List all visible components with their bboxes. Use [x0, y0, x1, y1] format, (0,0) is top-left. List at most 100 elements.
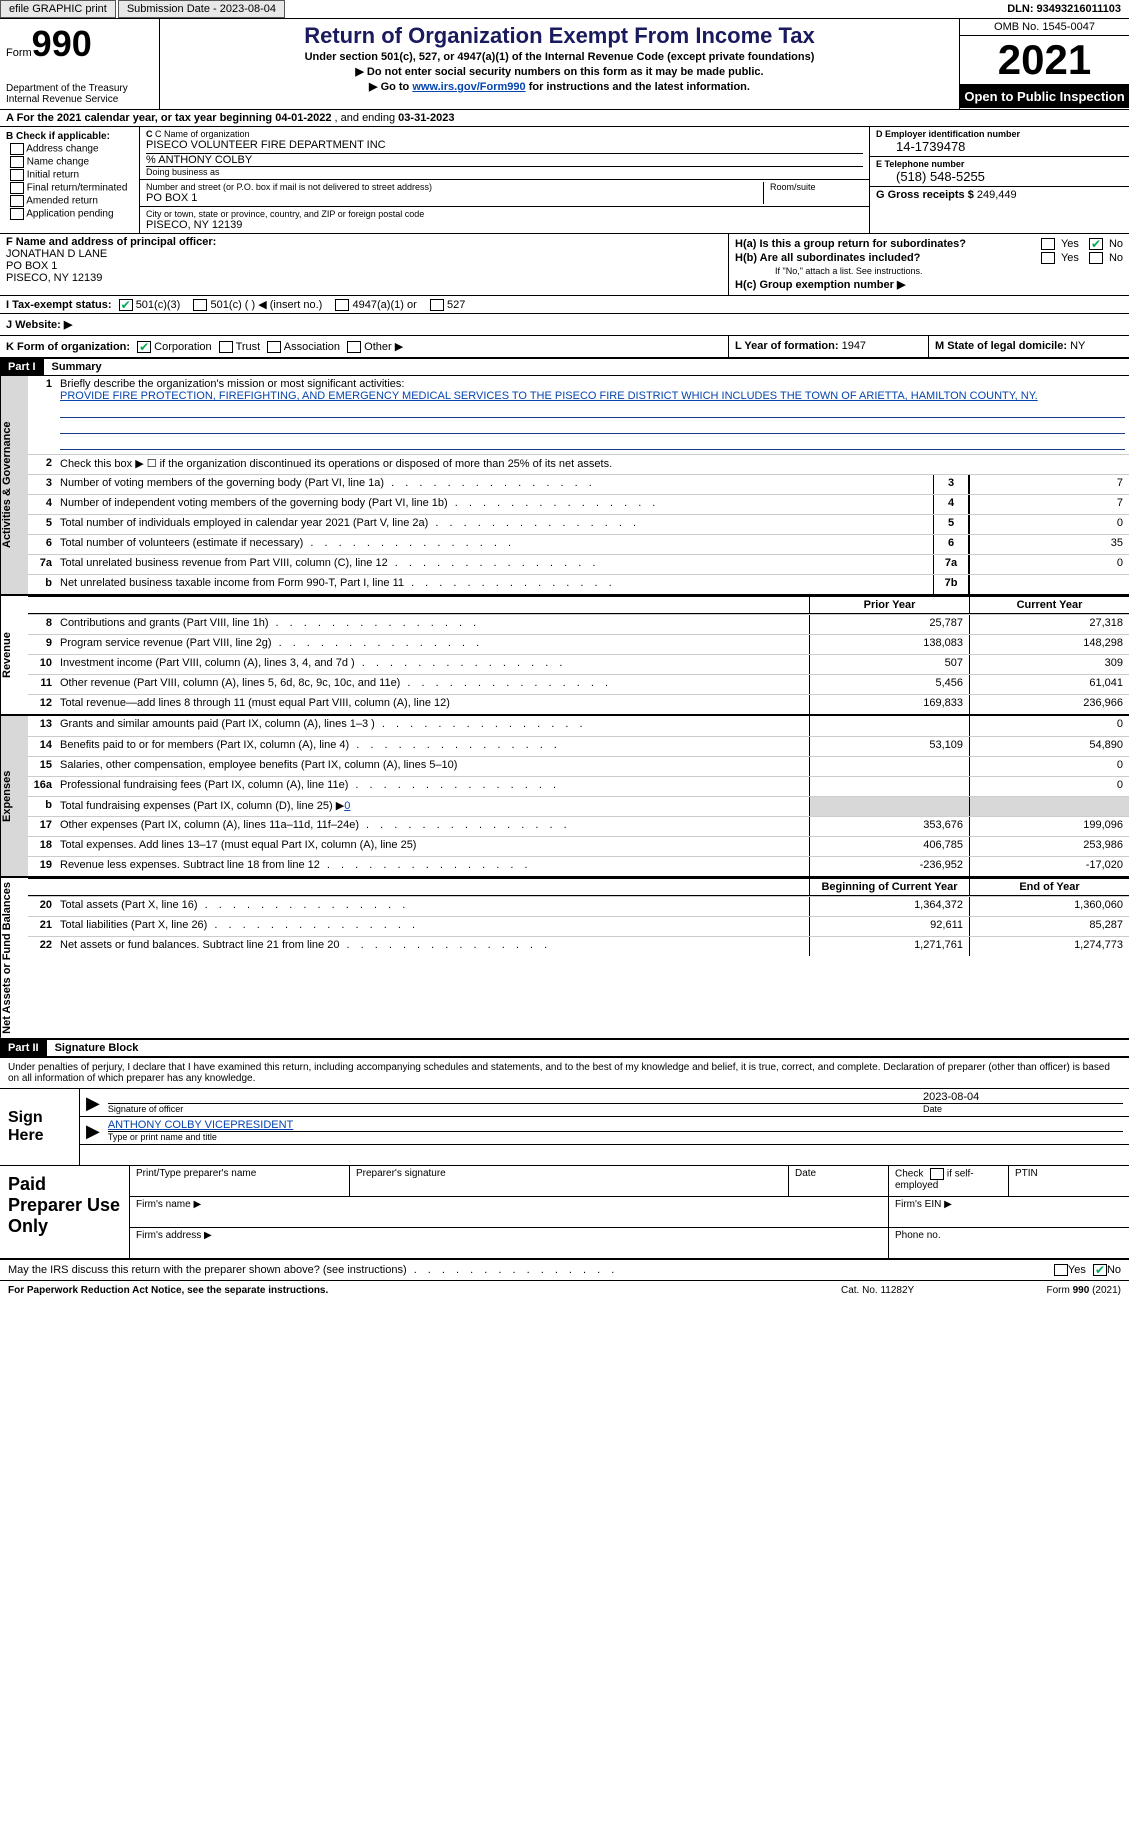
part1-title: Summary: [44, 359, 110, 375]
open-public-badge: Open to Public Inspection: [960, 85, 1129, 108]
col-d: D Employer identification number 14-1739…: [869, 127, 1129, 233]
cb-527[interactable]: [430, 299, 444, 311]
sig-officer-label: Signature of officer: [108, 1103, 923, 1114]
irs-link[interactable]: www.irs.gov/Form990: [412, 81, 525, 93]
r3-text: Number of voting members of the governin…: [56, 475, 933, 494]
cb-name-change[interactable]: Name change: [6, 156, 133, 168]
r2-text: Check this box ▶ ☐ if the organization d…: [56, 455, 1129, 474]
arrow-icon: ▶: [86, 1093, 100, 1114]
p10: 507: [809, 655, 969, 674]
cb-corp[interactable]: [137, 341, 151, 353]
gross-value: 249,449: [977, 189, 1017, 201]
may-irs-no[interactable]: [1093, 1264, 1107, 1276]
p16a: [809, 777, 969, 796]
top-bar: efile GRAPHIC print Submission Date - 20…: [0, 0, 1129, 19]
v7a: 0: [969, 555, 1129, 574]
efile-button[interactable]: efile GRAPHIC print: [0, 0, 116, 18]
section-fh: F Name and address of principal officer:…: [0, 234, 1129, 296]
p19: -236,952: [809, 857, 969, 876]
cb-501c[interactable]: [193, 299, 207, 311]
line-a-end: 03-31-2023: [398, 112, 454, 124]
cb-initial-return[interactable]: Initial return: [6, 169, 133, 181]
form-number: 990: [32, 23, 92, 64]
tel-value: (518) 548-5255: [876, 169, 1123, 184]
hb-label: H(b) Are all subordinates included?: [735, 252, 1031, 264]
firm-phone-label: Phone no.: [889, 1228, 1129, 1258]
part2-title: Signature Block: [47, 1040, 147, 1056]
officer-addr1: PO BOX 1: [6, 260, 722, 272]
cb-amended[interactable]: Amended return: [6, 195, 133, 207]
care-of: % ANTHONY COLBY: [146, 153, 863, 166]
prep-selfemp: Check if self-employed: [889, 1166, 1009, 1196]
c17: 199,096: [969, 817, 1129, 836]
m-value: NY: [1070, 340, 1085, 352]
firm-ein-label: Firm's EIN ▶: [889, 1197, 1129, 1227]
footer-cat: Cat. No. 11282Y: [841, 1285, 981, 1296]
cb-self-employed[interactable]: [930, 1168, 944, 1180]
cb-assoc[interactable]: [267, 341, 281, 353]
cb-501c3[interactable]: [119, 299, 133, 311]
section-bcd: B Check if applicable: Address change Na…: [0, 127, 1129, 234]
cb-final-return[interactable]: Final return/terminated: [6, 182, 133, 194]
r4-text: Number of independent voting members of …: [56, 495, 933, 514]
officer-addr2: PISECO, NY 12139: [6, 272, 722, 284]
sub3-pre: ▶ Go to: [369, 81, 412, 93]
may-irs-text: May the IRS discuss this return with the…: [8, 1264, 1050, 1276]
v3: 7: [969, 475, 1129, 494]
col-b-label: B Check if applicable:: [6, 131, 133, 142]
ha-label: H(a) Is this a group return for subordin…: [735, 238, 1031, 250]
exp-section: Expenses 13Grants and similar amounts pa…: [0, 716, 1129, 878]
line-a-begin: 04-01-2022: [275, 112, 331, 124]
subtitle-3: ▶ Go to www.irs.gov/Form990 for instruct…: [166, 80, 953, 93]
p11: 5,456: [809, 675, 969, 694]
ha-no[interactable]: [1089, 238, 1103, 250]
net-section: Net Assets or Fund Balances Beginning of…: [0, 878, 1129, 1040]
part1-hdr: Part I: [0, 359, 44, 375]
footer-left: For Paperwork Reduction Act Notice, see …: [8, 1285, 841, 1296]
ha-yes[interactable]: [1041, 238, 1055, 250]
gov-section: Activities & Governance 1 Briefly descri…: [0, 376, 1129, 596]
c18: 253,986: [969, 837, 1129, 856]
main-title: Return of Organization Exempt From Incom…: [166, 23, 953, 49]
city-value: PISECO, NY 12139: [146, 219, 863, 231]
i-label: I Tax-exempt status:: [6, 299, 112, 311]
hb-yes[interactable]: [1041, 252, 1055, 264]
l-label: L Year of formation:: [735, 340, 839, 352]
may-irs-yes[interactable]: [1054, 1264, 1068, 1276]
cb-app-pending[interactable]: Application pending: [6, 208, 133, 220]
gross-label: G Gross receipts $: [876, 189, 974, 201]
name-label: C C Name of organization: [146, 129, 863, 139]
tax-year: 2021: [960, 36, 1129, 85]
firm-addr-label: Firm's address ▶: [130, 1228, 889, 1258]
c12: 236,966: [969, 695, 1129, 714]
c10: 309: [969, 655, 1129, 674]
address-block: Number and street (or P.O. box if mail i…: [140, 180, 869, 233]
cb-address-change[interactable]: Address change: [6, 143, 133, 155]
r7a-text: Total unrelated business revenue from Pa…: [56, 555, 933, 574]
v4: 7: [969, 495, 1129, 514]
part1-bar: Part I Summary: [0, 359, 1129, 376]
hdr-boy: Beginning of Current Year: [809, 879, 969, 895]
prep-date-label: Date: [789, 1166, 889, 1196]
org-name: PISECO VOLUNTEER FIRE DEPARTMENT INC: [146, 139, 863, 151]
p18: 406,785: [809, 837, 969, 856]
cb-other[interactable]: [347, 341, 361, 353]
cb-4947[interactable]: [335, 299, 349, 311]
line-a: A For the 2021 calendar year, or tax yea…: [0, 110, 1129, 127]
footer-right: Form 990 (2021): [981, 1285, 1121, 1296]
r1-label: Briefly describe the organization's miss…: [60, 378, 404, 390]
c19: -17,020: [969, 857, 1129, 876]
ein-value: 14-1739478: [876, 139, 1123, 154]
sig-date-label: Date: [923, 1103, 1123, 1114]
v5: 0: [969, 515, 1129, 534]
p8: 25,787: [809, 615, 969, 634]
hdr-current: Current Year: [969, 597, 1129, 613]
c13: 0: [969, 716, 1129, 736]
hb-no[interactable]: [1089, 252, 1103, 264]
mission-text: PROVIDE FIRE PROTECTION, FIREFIGHTING, A…: [60, 390, 1038, 402]
part2-bar: Part II Signature Block: [0, 1040, 1129, 1057]
dept-label: Department of the Treasury Internal Reve…: [6, 83, 153, 105]
header-right: OMB No. 1545-0047 2021 Open to Public In…: [959, 19, 1129, 109]
cb-trust[interactable]: [219, 341, 233, 353]
subtitle-1: Under section 501(c), 527, or 4947(a)(1)…: [166, 51, 953, 63]
